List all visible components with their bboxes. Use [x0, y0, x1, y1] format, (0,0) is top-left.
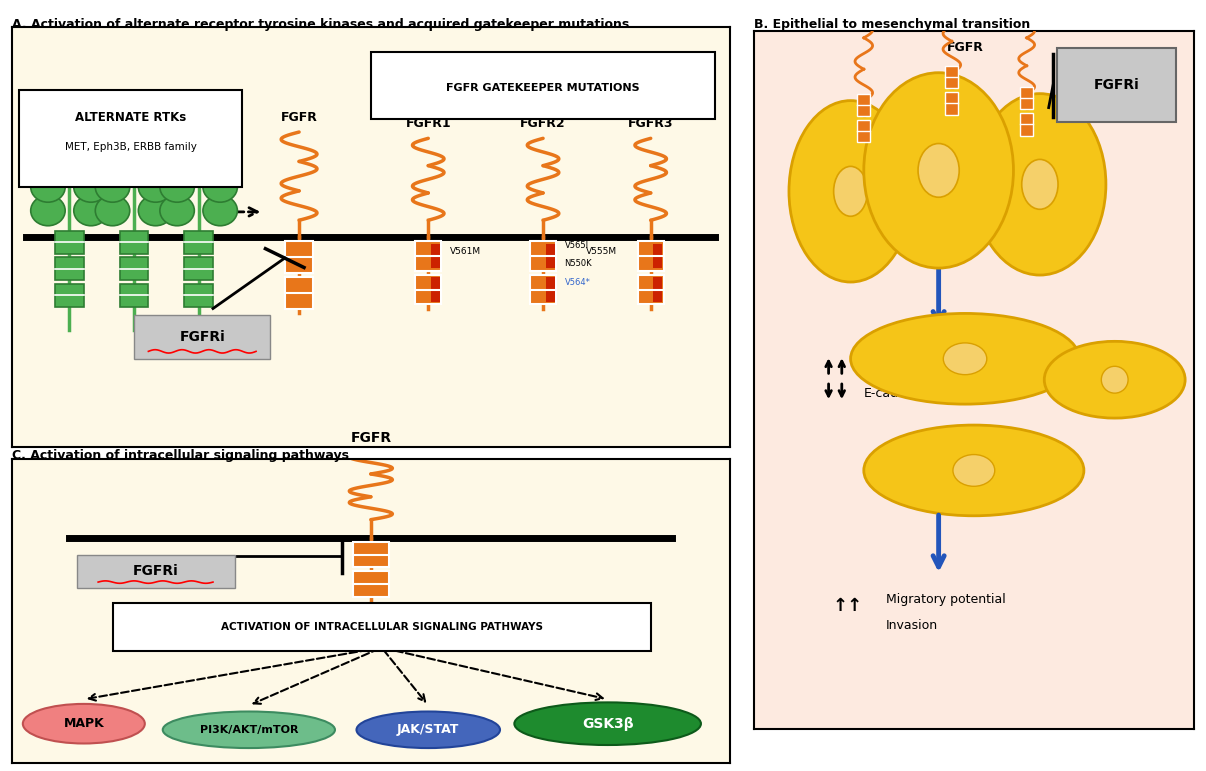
Ellipse shape — [30, 172, 65, 202]
Ellipse shape — [203, 196, 238, 226]
Text: FGFR: FGFR — [281, 110, 317, 123]
Ellipse shape — [74, 196, 109, 226]
Bar — [638, 275, 663, 305]
Ellipse shape — [160, 196, 194, 226]
Text: MAPK: MAPK — [64, 717, 104, 730]
Ellipse shape — [95, 196, 130, 226]
Bar — [431, 278, 440, 302]
Text: Migratory potential: Migratory potential — [885, 593, 1006, 606]
Text: PI3K/AKT/mTOR: PI3K/AKT/mTOR — [200, 725, 298, 735]
Ellipse shape — [74, 172, 109, 202]
FancyBboxPatch shape — [134, 315, 270, 359]
Bar — [119, 284, 148, 307]
Bar — [286, 241, 312, 273]
Bar — [185, 231, 213, 254]
Text: FGFR: FGFR — [947, 42, 983, 54]
Ellipse shape — [789, 100, 912, 282]
Ellipse shape — [974, 93, 1106, 275]
Bar — [545, 244, 555, 268]
Ellipse shape — [1021, 160, 1058, 209]
Ellipse shape — [833, 167, 867, 217]
Bar — [545, 278, 555, 302]
Bar — [55, 231, 84, 254]
Ellipse shape — [863, 72, 1013, 268]
Bar — [55, 258, 84, 281]
Ellipse shape — [139, 172, 172, 202]
Text: FGFR1: FGFR1 — [405, 117, 451, 130]
Bar — [415, 275, 441, 305]
Ellipse shape — [30, 196, 65, 226]
Text: Vimentin: Vimentin — [863, 359, 919, 372]
Text: FGFR: FGFR — [350, 431, 392, 445]
Bar — [654, 278, 662, 302]
Bar — [857, 120, 871, 143]
Bar — [1020, 113, 1034, 136]
Text: ↑↑: ↑↑ — [833, 598, 863, 615]
Bar — [531, 241, 556, 271]
Text: B. Epithelial to mesenchymal transition: B. Epithelial to mesenchymal transition — [754, 18, 1030, 31]
FancyBboxPatch shape — [77, 554, 234, 588]
Bar — [946, 66, 959, 88]
Ellipse shape — [918, 143, 959, 197]
Text: Invasion: Invasion — [885, 619, 938, 631]
Text: FGFRi: FGFRi — [180, 330, 226, 344]
Ellipse shape — [943, 343, 987, 375]
Bar — [431, 244, 440, 268]
FancyBboxPatch shape — [1058, 49, 1176, 122]
Ellipse shape — [850, 314, 1079, 404]
Bar — [55, 284, 84, 307]
Text: FGFR GATEKEEPER MUTATIONS: FGFR GATEKEEPER MUTATIONS — [446, 83, 640, 93]
Ellipse shape — [23, 704, 145, 743]
Text: V564*: V564* — [564, 278, 591, 288]
Text: MET, Eph3B, ERBB family: MET, Eph3B, ERBB family — [65, 142, 197, 152]
Ellipse shape — [1044, 342, 1185, 418]
Text: GSK3β: GSK3β — [581, 717, 633, 731]
Bar — [857, 93, 871, 116]
Text: N550K: N550K — [564, 260, 592, 268]
Bar — [286, 277, 312, 308]
Text: C. Activation of intracellular signaling pathways: C. Activation of intracellular signaling… — [12, 449, 349, 462]
Bar — [531, 275, 556, 305]
FancyBboxPatch shape — [112, 604, 651, 651]
Bar — [185, 284, 213, 307]
Bar — [119, 231, 148, 254]
Ellipse shape — [95, 172, 130, 202]
Text: A. Activation of alternate receptor tyrosine kinases and acquired gatekeeper mut: A. Activation of alternate receptor tyro… — [12, 18, 630, 31]
Bar — [654, 244, 662, 268]
Ellipse shape — [863, 425, 1084, 516]
Text: ACTIVATION OF INTRACELLULAR SIGNALING PATHWAYS: ACTIVATION OF INTRACELLULAR SIGNALING PA… — [221, 622, 543, 632]
Text: FGFRi: FGFRi — [133, 564, 178, 578]
Text: V561M: V561M — [450, 247, 481, 256]
Ellipse shape — [1101, 366, 1128, 393]
Text: FGFR2: FGFR2 — [520, 117, 566, 130]
Bar — [638, 241, 663, 271]
Ellipse shape — [357, 712, 500, 748]
Text: FGFR3: FGFR3 — [628, 117, 673, 130]
Ellipse shape — [163, 712, 335, 748]
Text: ALTERNATE RTKs: ALTERNATE RTKs — [75, 111, 186, 124]
Text: V555M: V555M — [586, 247, 617, 256]
Text: JAK/STAT: JAK/STAT — [397, 723, 459, 736]
Bar — [119, 258, 148, 281]
FancyBboxPatch shape — [19, 90, 241, 187]
Text: FGFRi: FGFRi — [1094, 79, 1140, 93]
Bar — [415, 241, 441, 271]
Bar — [353, 541, 388, 567]
Ellipse shape — [160, 172, 194, 202]
Ellipse shape — [203, 172, 238, 202]
Ellipse shape — [139, 196, 172, 226]
FancyBboxPatch shape — [371, 52, 715, 120]
Text: E-cadherin: E-cadherin — [863, 387, 931, 400]
Bar — [353, 571, 388, 597]
Bar — [1020, 86, 1034, 109]
Ellipse shape — [953, 455, 995, 487]
Bar — [946, 93, 959, 115]
Ellipse shape — [515, 702, 701, 745]
Text: V565I: V565I — [564, 241, 589, 250]
Bar — [185, 258, 213, 281]
